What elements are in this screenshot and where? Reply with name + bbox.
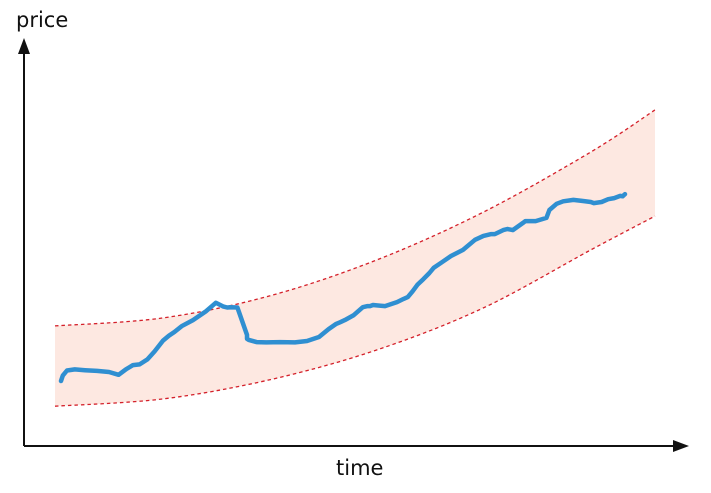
- y-axis-label: price: [16, 8, 69, 32]
- band-lower-bound: [54, 215, 656, 407]
- x-axis-arrowhead: [673, 440, 689, 452]
- price-series-line: [58, 191, 628, 384]
- x-axis-label: time: [336, 456, 384, 480]
- confidence-band: [55, 109, 655, 407]
- y-axis-arrowhead: [18, 38, 30, 54]
